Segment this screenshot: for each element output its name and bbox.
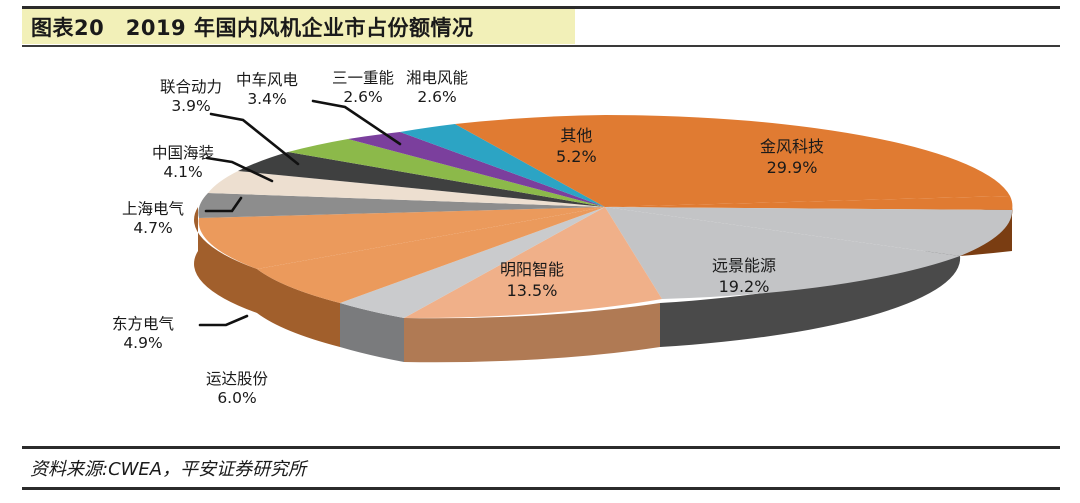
- pie-label-yunda: 运达股份 6.0%: [206, 370, 268, 409]
- footer-rule-bottom: [22, 487, 1060, 490]
- pie-label-jinfeng-value: 29.9%: [766, 157, 818, 177]
- side-yunda: [340, 303, 404, 362]
- pie-label-xiangdian-value: 2.6%: [417, 88, 457, 107]
- pie-label-lianhe-name: 联合动力: [160, 78, 223, 96]
- pie-label-mingyang-value: 13.5%: [506, 280, 558, 300]
- slice-zhongguohaizhuang: [208, 171, 605, 207]
- pie-label-qita-name: 其他: [560, 126, 593, 145]
- pie-label-zhongche-name: 中车风电: [236, 71, 299, 89]
- pie-label-yuanjing-value: 19.2%: [718, 276, 770, 296]
- pie-label-sanyi-value: 2.6%: [343, 88, 383, 107]
- header-rule-bottom: [22, 45, 1060, 47]
- pie-label-yuanjing-name: 远景能源: [712, 256, 777, 275]
- page-title: 图表20 2019 年国内风机企业市占份额情况: [31, 15, 474, 40]
- pie-label-mingyang-name: 明阳智能: [500, 260, 565, 279]
- pie-label-shanghai-value: 4.7%: [133, 219, 173, 238]
- leader-lianhe: [209, 112, 300, 166]
- pie-label-zhongguohaizhuang-name: 中国海装: [152, 144, 215, 162]
- footer-rule-top: [22, 446, 1060, 449]
- figure-title-block: 图表20 2019 年国内风机企业市占份额情况: [22, 9, 575, 44]
- pie-label-sanyi-name: 三一重能: [332, 69, 395, 87]
- leader-zhongguohaizhuang: [205, 156, 274, 183]
- pie-label-zhongguohaizhuang: 中国海装 4.1%: [152, 144, 214, 183]
- leader-lines: [198, 99, 402, 327]
- pie-3d-side-wall: [194, 207, 1013, 363]
- source-note: 资料来源:CWEA，平安证券研究所: [30, 459, 307, 480]
- slice-yuanjing-b: [605, 207, 960, 299]
- slice-yunda: [340, 207, 605, 318]
- pie-label-zhongguohaizhuang-value: 4.1%: [163, 163, 203, 182]
- pie-label-yuanjing: 远景能源 19.2%: [712, 256, 776, 298]
- pie-label-jinfeng-name: 金风科技: [760, 137, 825, 156]
- leader-zhongche: [311, 99, 402, 146]
- pie-label-qita: 其他 5.2%: [556, 126, 597, 168]
- slice-lianhe: [238, 152, 605, 207]
- slice-dongfang-b: [198, 207, 606, 269]
- pie-label-dongfang-value: 4.9%: [123, 334, 163, 353]
- pie-label-dongfang-name: 东方电气: [112, 315, 175, 333]
- pie-label-yunda-name: 运达股份: [206, 370, 269, 388]
- pie-label-zhongche-value: 3.4%: [247, 90, 287, 109]
- pie-chart: 联合动力 3.9% 中车风电 3.4% 三一重能 2.6% 湘电风能 2.6% …: [0, 48, 1080, 436]
- header-rule-top: [22, 6, 1060, 9]
- pie-label-dongfang: 东方电气 4.9%: [112, 315, 174, 354]
- side-dongfang-2: [257, 269, 340, 347]
- pie-label-jinfeng: 金风科技 29.9%: [760, 137, 824, 179]
- pie-label-xiangdian: 湘电风能 2.6%: [406, 69, 468, 108]
- slice-qita: [455, 115, 605, 207]
- slice-dongfang: [257, 207, 605, 303]
- slice-mingyang: [404, 207, 662, 319]
- pie-label-shanghai-name: 上海电气: [122, 200, 185, 218]
- pie-label-zhongche: 中车风电 3.4%: [236, 71, 298, 110]
- pie-label-sanyi: 三一重能 2.6%: [332, 69, 394, 108]
- side-yuanjing: [660, 212, 961, 347]
- pie-label-mingyang: 明阳智能 13.5%: [500, 260, 564, 302]
- pie-slices: [198, 114, 1013, 319]
- slice-jinfeng-b: [605, 196, 1013, 210]
- pie-label-lianhe: 联合动力 3.9%: [160, 78, 222, 117]
- side-dongfang: [194, 207, 257, 313]
- leader-shanghai: [204, 196, 243, 213]
- pie-chart-svg: [194, 99, 1013, 363]
- slice-zhongche: [288, 139, 605, 207]
- slice-xiangdian: [400, 124, 605, 207]
- slice-sanyi: [348, 132, 605, 207]
- slice-shanghai: [198, 193, 605, 218]
- leader-dongfang: [198, 314, 249, 327]
- pie-label-yunda-value: 6.0%: [217, 389, 257, 408]
- pie-label-shanghai: 上海电气 4.7%: [122, 200, 184, 239]
- pie-label-qita-value: 5.2%: [556, 146, 597, 166]
- slice-jinfeng: [605, 114, 1010, 207]
- pie-label-lianhe-value: 3.9%: [171, 97, 211, 116]
- slice-yuanjing: [605, 207, 1013, 256]
- side-mingyang: [404, 303, 660, 363]
- pie-label-xiangdian-name: 湘电风能: [406, 69, 469, 87]
